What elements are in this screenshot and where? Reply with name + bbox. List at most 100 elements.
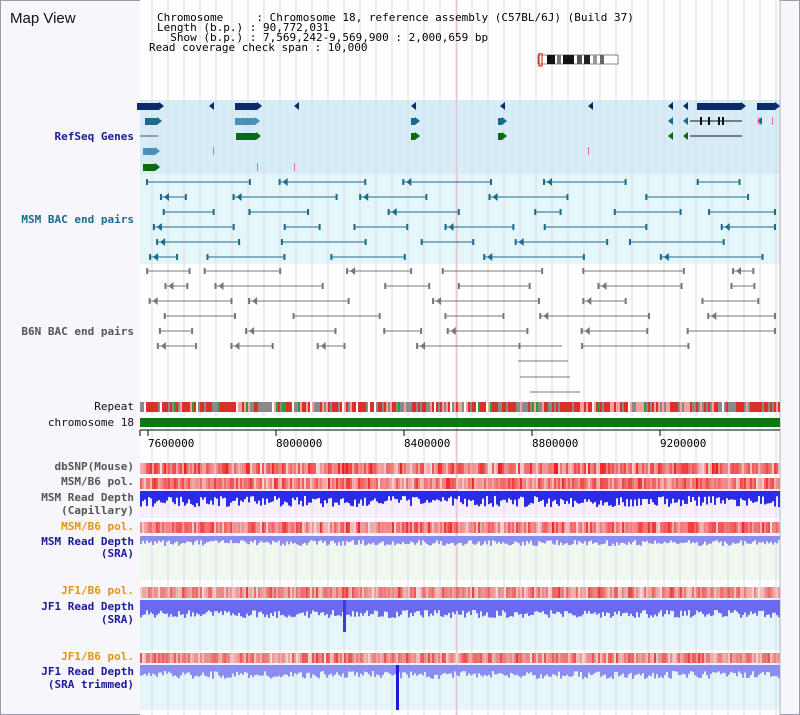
depth-bar: [364, 536, 366, 546]
polymorphism-cell: [278, 587, 280, 598]
depth-bar: [558, 600, 560, 612]
depth-bar: [600, 665, 602, 677]
polymorphism-cell: [432, 478, 434, 489]
depth-bar: [530, 491, 532, 503]
repeat-block: [216, 402, 218, 412]
polymorphism-cell: [264, 587, 266, 598]
track-label-b6n-bac[interactable]: B6N BAC end pairs: [21, 325, 134, 338]
polymorphism-cell: [498, 653, 500, 663]
polymorphism-cell: [656, 478, 658, 489]
polymorphism-cell: [634, 463, 636, 474]
depth-bar: [148, 600, 150, 615]
polymorphism-cell: [242, 478, 244, 489]
polymorphism-cell: [464, 478, 466, 489]
depth-bar: [602, 491, 604, 506]
repeat-block: [678, 402, 680, 412]
polymorphism-cell: [324, 478, 326, 489]
gene-feature: [498, 118, 502, 125]
repeat-block: [578, 402, 580, 412]
depth-bar: [400, 665, 402, 679]
depth-bar: [204, 600, 206, 614]
depth-bar: [516, 665, 518, 675]
depth-bar: [658, 536, 660, 543]
repeat-block: [714, 402, 716, 412]
polymorphism-cell: [514, 653, 516, 663]
polymorphism-cell: [640, 478, 642, 489]
polymorphism-cell: [688, 463, 690, 474]
polymorphism-cell: [400, 463, 402, 474]
polymorphism-cell: [486, 653, 488, 663]
chromosome-ideogram[interactable]: [532, 53, 622, 67]
depth-bar: [690, 600, 692, 618]
depth-bar: [408, 491, 410, 500]
polymorphism-cell: [544, 463, 546, 474]
track-label-chromosome[interactable]: chromosome 18: [47, 416, 134, 429]
polymorphism-cell: [404, 463, 406, 474]
polymorphism-cell: [768, 463, 770, 474]
depth-bar: [274, 491, 276, 497]
track-label-jf1-b6-pol-1[interactable]: JF1/B6 pol.: [61, 584, 134, 597]
polymorphism-cell: [266, 478, 268, 489]
depth-bar: [226, 600, 228, 613]
depth-bar: [518, 665, 520, 677]
polymorphism-cell: [352, 653, 354, 663]
repeat-block: [638, 402, 640, 412]
depth-bar: [158, 491, 160, 501]
polymorphism-cell: [244, 463, 246, 474]
track-label-msm-b6-pol-2[interactable]: MSM/B6 pol.: [61, 520, 134, 533]
bac-end: [444, 313, 447, 319]
depth-bar: [740, 491, 742, 499]
depth-bar: [606, 600, 608, 613]
track-label-refseq[interactable]: RefSeq Genes: [54, 130, 134, 143]
depth-bar: [618, 536, 620, 546]
depth-bar: [634, 536, 636, 541]
depth-bar: [386, 665, 388, 672]
polymorphism-cell: [556, 653, 558, 663]
track-label-msm-depth-sra-2: (SRA): [100, 547, 134, 560]
track-label-msm-depth-cap-1[interactable]: MSM Read Depth: [41, 491, 134, 504]
track-label-jf1-depth-sra-1[interactable]: JF1 Read Depth: [41, 600, 134, 613]
polymorphism-cell: [404, 587, 406, 598]
depth-bar: [434, 491, 436, 501]
polymorphism-cell: [484, 522, 486, 533]
polymorphism-cell: [266, 587, 268, 598]
repeat-block: [664, 402, 666, 412]
polymorphism-cell: [414, 587, 416, 598]
polymorphism-cell: [494, 463, 496, 474]
track-label-jf1-depth-trim-1[interactable]: JF1 Read Depth: [41, 665, 134, 678]
polymorphism-cell: [304, 587, 306, 598]
depth-bar: [572, 665, 574, 676]
depth-bar: [558, 491, 560, 506]
track-label-repeat[interactable]: Repeat: [94, 400, 134, 413]
depth-bar: [660, 600, 662, 611]
polymorphism-cell: [244, 522, 246, 533]
track-label-jf1-b6-pol-2[interactable]: JF1/B6 pol.: [61, 650, 134, 663]
depth-bar: [692, 600, 694, 617]
polymorphism-cell: [218, 463, 220, 474]
repeat-block: [558, 402, 560, 412]
repeat-block: [184, 402, 186, 412]
polymorphism-cell: [532, 522, 534, 533]
track-label-dbsnp[interactable]: dbSNP(Mouse): [54, 460, 134, 473]
bac-arrow: [363, 193, 369, 201]
gene-arrow: [683, 102, 688, 110]
track-label-msm-depth-sra-1[interactable]: MSM Read Depth: [41, 535, 134, 548]
depth-bar: [194, 600, 196, 617]
polymorphism-cell: [694, 463, 696, 474]
gene-feature: [235, 118, 255, 125]
depth-bar: [744, 665, 746, 673]
depth-bar: [720, 491, 722, 504]
polymorphism-cell: [326, 522, 328, 533]
depth-bar: [418, 665, 420, 675]
polymorphism-cell: [232, 463, 234, 474]
polymorphism-cell: [554, 463, 556, 474]
polymorphism-cell: [214, 587, 216, 598]
depth-bar: [404, 665, 406, 673]
track-label-msm-bac[interactable]: MSM BAC end pairs: [21, 213, 134, 226]
track-label-msm-b6-pol-1[interactable]: MSM/B6 pol.: [61, 475, 134, 488]
polymorphism-cell: [190, 653, 192, 663]
depth-bar: [372, 536, 374, 543]
polymorphism-cell: [736, 587, 738, 598]
depth-bar: [170, 665, 172, 674]
